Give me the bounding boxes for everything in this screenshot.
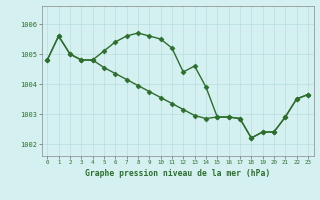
X-axis label: Graphe pression niveau de la mer (hPa): Graphe pression niveau de la mer (hPa) bbox=[85, 169, 270, 178]
